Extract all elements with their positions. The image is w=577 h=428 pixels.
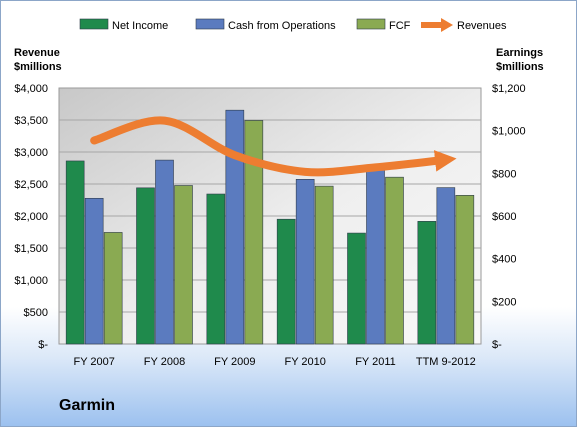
bar	[314, 185, 334, 345]
legend-swatch	[79, 18, 109, 30]
revenue-line	[90, 116, 457, 177]
left-tick-label: $1,500	[14, 243, 48, 255]
bars	[65, 109, 475, 345]
left-tick-label: $3,500	[14, 115, 48, 127]
axes: $- $500 $1,000 $1,500 $2,000 $2,500 $3,000 $3,5…	[14, 83, 525, 368]
left-tick-label: $-	[38, 339, 48, 351]
right-tick-label: $200	[492, 296, 516, 308]
bar	[347, 232, 366, 345]
bar	[155, 159, 174, 345]
legend-label: Revenues	[457, 20, 507, 32]
legend-label: FCF	[389, 20, 411, 32]
bar	[206, 193, 226, 345]
right-axis-title: Earnings $millions	[496, 46, 544, 74]
legend: Net Income Cash from Operations FCF Revenue…	[79, 18, 507, 32]
right-axis-title-line1: Earnings	[496, 47, 544, 59]
legend-label: Net Income	[112, 20, 168, 32]
bar	[174, 185, 193, 345]
bar	[244, 120, 264, 345]
right-tick-label: $1,000	[492, 126, 526, 138]
bar	[295, 179, 315, 345]
revenue-line-group	[90, 116, 457, 177]
bar	[65, 160, 85, 345]
category-label: FY 2008	[144, 356, 185, 368]
legend-label: Cash from Operations	[228, 20, 336, 32]
bar	[385, 176, 404, 345]
left-axis-title-line2: $millions	[14, 61, 62, 73]
right-tick-label: $800	[492, 168, 516, 180]
left-tick-label: $1,000	[14, 275, 48, 287]
bar	[436, 187, 456, 345]
bar	[276, 218, 296, 345]
bar	[455, 195, 475, 345]
right-tick-label: $600	[492, 211, 516, 223]
left-axis-title: Revenue $millions	[14, 46, 62, 74]
left-tick-label: $3,000	[14, 147, 48, 159]
category-label: FY 2007	[73, 356, 114, 368]
right-tick-label: $400	[492, 254, 516, 266]
category-label: FY 2009	[214, 356, 255, 368]
bar	[136, 187, 155, 345]
bar	[225, 109, 245, 345]
legend-swatch	[356, 18, 386, 30]
legend-swatch	[195, 18, 225, 30]
left-axis-title-line1: Revenue	[14, 47, 60, 59]
left-tick-label: $2,500	[14, 179, 48, 191]
company-name: Garmin	[59, 397, 116, 414]
bar	[417, 221, 437, 345]
left-tick-label: $500	[24, 307, 48, 319]
right-tick-label: $-	[492, 339, 502, 351]
category-label: FY 2010	[284, 356, 325, 368]
gridlines	[59, 119, 481, 313]
bar	[84, 197, 104, 345]
bar	[366, 169, 385, 345]
legend-arrow-icon	[441, 18, 453, 32]
left-tick-label: $4,000	[14, 83, 48, 95]
right-axis-title-line2: $millions	[496, 61, 544, 73]
bar	[103, 232, 123, 345]
category-label: FY 2011	[355, 356, 396, 368]
category-label: TTM 9-2012	[416, 356, 476, 368]
left-tick-label: $2,000	[14, 211, 48, 223]
right-tick-label: $1,200	[492, 83, 526, 95]
